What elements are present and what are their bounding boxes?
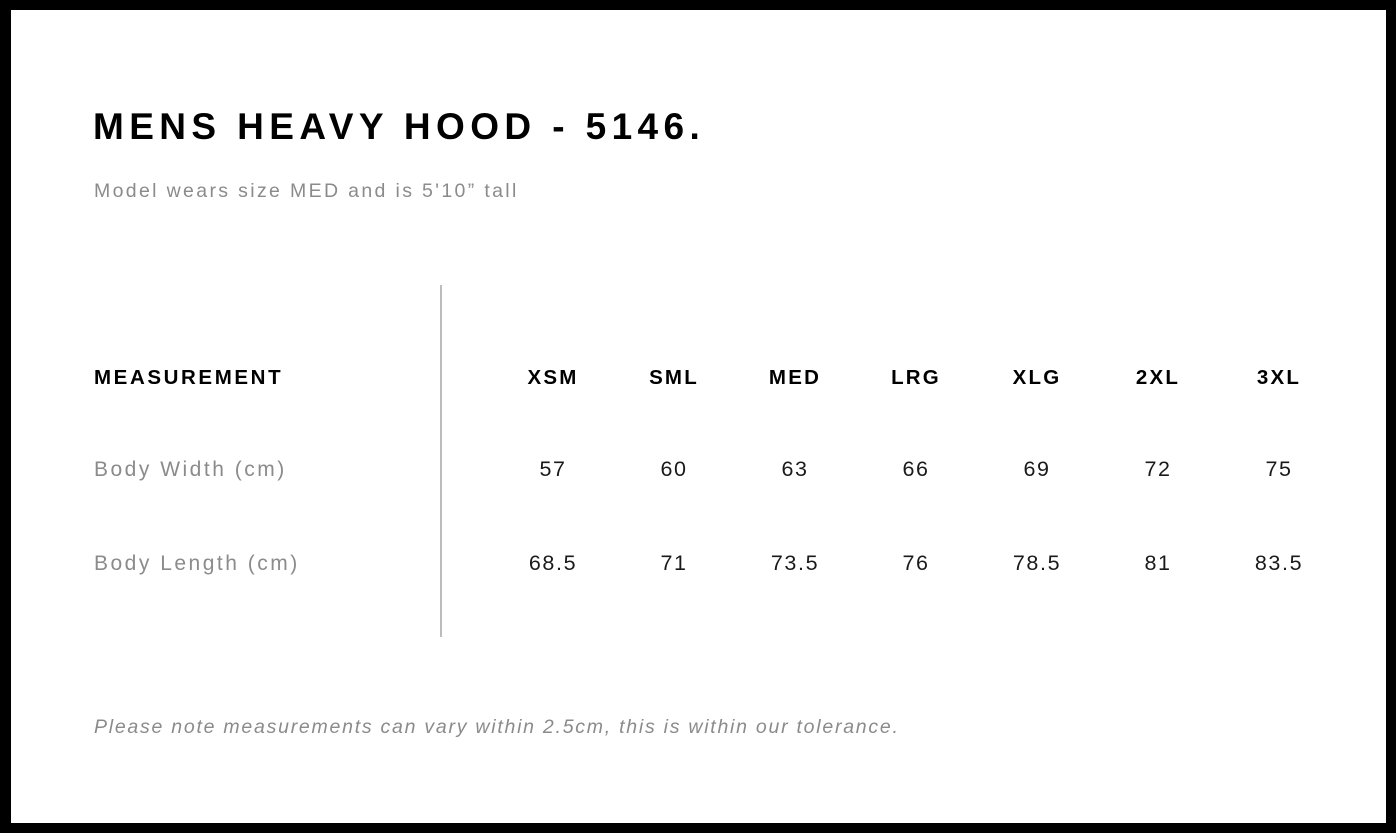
cell-body-width-med: 63 [781, 457, 809, 481]
size-header-sml: SML [649, 366, 699, 389]
cell-body-width-xlg: 69 [1023, 457, 1051, 481]
size-header-xlg: XLG [1012, 366, 1062, 389]
page-title: MENS HEAVY HOOD - 5146. [93, 106, 706, 147]
cell-body-length-2xl: 81 [1144, 551, 1172, 575]
cell-body-width-xsm: 57 [539, 457, 567, 481]
model-fit-note: Model wears size MED and is 5'10” tall [94, 180, 519, 202]
size-header-2xl: 2XL [1135, 366, 1181, 389]
measurement-column-header: MEASUREMENT [94, 366, 284, 389]
cell-body-length-xsm: 68.5 [528, 551, 578, 575]
size-header-xsm: XSM [527, 366, 579, 389]
size-chart-table: MEASUREMENT XSM SML MED LRG XLG 2XL 3XL … [11, 10, 1386, 823]
size-chart-canvas: MENS HEAVY HOOD - 5146. Model wears size… [11, 10, 1386, 823]
size-header-med: MED [768, 366, 822, 389]
size-header-3xl: 3XL [1256, 366, 1302, 389]
cell-body-width-lrg: 66 [902, 457, 930, 481]
cell-body-width-2xl: 72 [1144, 457, 1172, 481]
row-label-body-length: Body Length (cm) [94, 552, 300, 575]
row-label-body-width: Body Width (cm) [94, 458, 287, 481]
cell-body-length-lrg: 76 [902, 551, 930, 575]
cell-body-width-3xl: 75 [1265, 457, 1293, 481]
table-column-divider [440, 285, 442, 637]
cell-body-width-sml: 60 [660, 457, 688, 481]
size-header-lrg: LRG [891, 366, 941, 389]
cell-body-length-sml: 71 [660, 551, 688, 575]
cell-body-length-med: 73.5 [770, 551, 820, 575]
tolerance-note: Please note measurements can vary within… [94, 716, 900, 738]
cell-body-length-3xl: 83.5 [1254, 551, 1304, 575]
cell-body-length-xlg: 78.5 [1012, 551, 1062, 575]
